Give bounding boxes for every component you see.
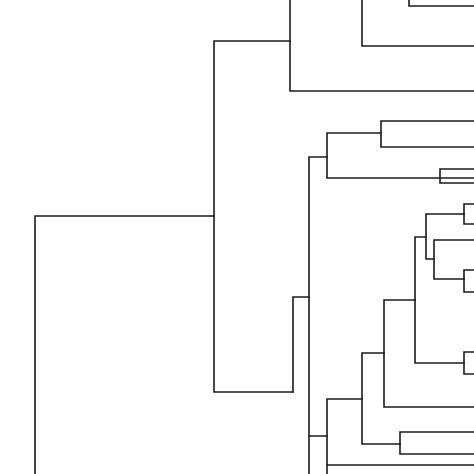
branch-deep-leaf-e [463, 351, 474, 364]
branch-deep-clade-link [308, 398, 363, 437]
branch-mid-twig [439, 168, 474, 179]
branch-deep-cluster-c [433, 239, 474, 260]
branch-deep-node-b-up [399, 431, 474, 445]
branch-deep-leaf-b [463, 213, 474, 225]
branch-mid-twig-b [439, 177, 474, 184]
branch-root-link [34, 215, 215, 474]
branch-deep-inner-lower [383, 352, 474, 408]
branch-mid-clade-pair [380, 120, 474, 134]
branch-mid-clade-node [326, 132, 382, 158]
branch-lower-clade-link [213, 215, 294, 393]
branch-deep-leaf-a [463, 203, 474, 215]
branch-deep-cluster-b [425, 236, 435, 260]
branch-lower-main-node [292, 296, 310, 474]
branch-deep-node-b-down [399, 443, 474, 455]
branch-mid-clade-link [308, 156, 328, 298]
branch-deep-leaf-f [463, 362, 474, 375]
branch-deep-leaf-d [463, 278, 474, 293]
branch-deep-node-a [361, 352, 385, 400]
branch-deep-node-b [361, 398, 401, 445]
branch-deep-cluster-a [425, 213, 465, 238]
branch-upper-clade-link [213, 40, 291, 217]
branch-upper-twig [408, 0, 474, 7]
branch-deep-leaf-c [463, 269, 474, 280]
branch-deep-inner-node-b [414, 299, 465, 364]
branch-upper-branch-b [289, 40, 474, 92]
branch-mid-clade-lower [326, 156, 474, 179]
branch-deep-inner-link [383, 299, 416, 354]
branch-upper-subnode [361, 0, 474, 47]
branch-deep-cluster-d [433, 258, 465, 280]
branch-mid-clade-pair-b [380, 132, 474, 148]
branch-deep-inner-node [414, 236, 427, 301]
